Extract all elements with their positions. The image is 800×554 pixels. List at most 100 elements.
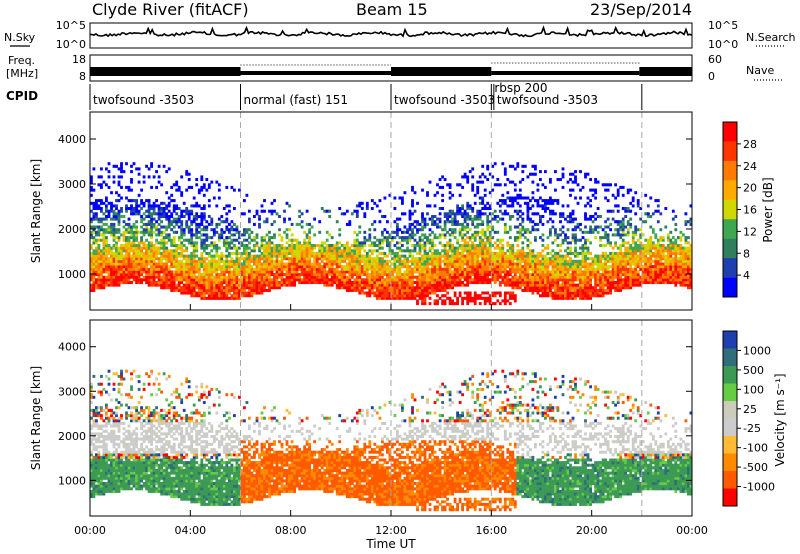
- power-cell: [536, 286, 540, 290]
- power-cell: [353, 249, 357, 253]
- power-cell: [273, 249, 276, 253]
- power-cell: [255, 273, 259, 277]
- power-cell: [258, 265, 261, 269]
- power-cell: [398, 241, 402, 245]
- power-cell: [446, 273, 450, 277]
- power-cell: [441, 299, 445, 303]
- power-cell: [117, 167, 121, 171]
- power-cell: [310, 267, 314, 271]
- power-cell: [431, 273, 434, 277]
- cpid-label: CPID: [6, 89, 38, 103]
- power-cell: [511, 201, 515, 205]
- power-cell: [526, 283, 530, 287]
- power-cell: [541, 278, 545, 282]
- power-cell: [303, 259, 307, 263]
- power-cell: [476, 259, 480, 263]
- power-cell: [125, 246, 128, 250]
- power-cell: [240, 212, 244, 216]
- power-cell: [180, 222, 184, 226]
- power-cell: [488, 172, 492, 176]
- power-cell: [340, 278, 344, 282]
- power-cell: [406, 283, 409, 287]
- power-cell: [375, 294, 379, 298]
- power-cell: [579, 267, 582, 271]
- power-cell: [443, 212, 447, 216]
- power-cell: [255, 212, 259, 216]
- power-cell: [172, 257, 176, 261]
- power-cell: [323, 246, 327, 250]
- power-cell: [554, 259, 557, 263]
- power-cell: [228, 281, 231, 285]
- power-cell: [599, 283, 603, 287]
- power-cell: [167, 204, 171, 208]
- power-cell: [202, 288, 206, 292]
- power-cell: [110, 275, 113, 279]
- power-cell: [523, 278, 527, 282]
- power-cell: [554, 267, 557, 271]
- power-cell: [90, 233, 93, 237]
- power-cell: [569, 273, 572, 277]
- power-cell: [202, 233, 206, 237]
- power-cell: [576, 291, 580, 295]
- power-cell: [305, 236, 309, 240]
- power-cell: [564, 291, 567, 295]
- power-cell: [599, 265, 603, 269]
- power-cell: [358, 244, 362, 248]
- power-cell: [115, 270, 118, 274]
- power-cell: [431, 254, 434, 258]
- power-cell: [451, 265, 455, 269]
- power-cell: [406, 262, 409, 266]
- power-cell: [318, 265, 322, 269]
- power-cell: [95, 254, 98, 258]
- power-cell: [140, 188, 144, 192]
- power-cell: [481, 262, 485, 266]
- power-cell: [416, 283, 419, 287]
- power-cell: [97, 257, 101, 261]
- power-cell: [338, 251, 342, 255]
- power-cell: [175, 254, 179, 258]
- power-cell: [508, 283, 512, 287]
- power-cell: [456, 296, 460, 300]
- power-cell: [564, 265, 567, 269]
- power-cell: [493, 291, 497, 295]
- power-cell: [325, 273, 329, 277]
- power-cell: [498, 238, 502, 242]
- power-cell: [132, 233, 136, 237]
- power-cell: [498, 262, 502, 266]
- power-cell: [145, 228, 149, 232]
- power-cell: [491, 217, 495, 221]
- power-cell: [350, 262, 354, 266]
- power-cell: [586, 288, 590, 292]
- power-cell: [453, 267, 457, 271]
- power-cell: [125, 249, 128, 253]
- power-cell: [205, 296, 209, 300]
- power-cell: [210, 265, 214, 269]
- power-cell: [200, 207, 204, 211]
- power-cell: [501, 265, 505, 269]
- power-cell: [202, 265, 206, 269]
- power-cell: [162, 257, 166, 261]
- power-cell: [150, 233, 154, 237]
- power-cell: [451, 286, 455, 290]
- power-cell: [288, 259, 292, 263]
- power-cell: [421, 296, 424, 300]
- power-cell: [160, 281, 164, 285]
- power-cell: [315, 265, 319, 269]
- power-cell: [501, 299, 505, 303]
- power-cell: [388, 251, 392, 255]
- power-cell: [220, 270, 224, 274]
- power-cell: [112, 238, 116, 242]
- power-cell: [584, 278, 587, 282]
- power-cell: [192, 196, 196, 200]
- power-cell: [375, 278, 379, 282]
- power-cell: [594, 236, 598, 240]
- power-cell: [298, 251, 302, 255]
- power-cell: [591, 215, 595, 219]
- power-cell: [493, 246, 497, 250]
- power-cell: [117, 254, 121, 258]
- power-cell: [105, 222, 108, 226]
- power-cell: [245, 265, 249, 269]
- power-cell: [140, 267, 144, 271]
- power-cell: [207, 254, 211, 258]
- power-cell: [511, 244, 515, 248]
